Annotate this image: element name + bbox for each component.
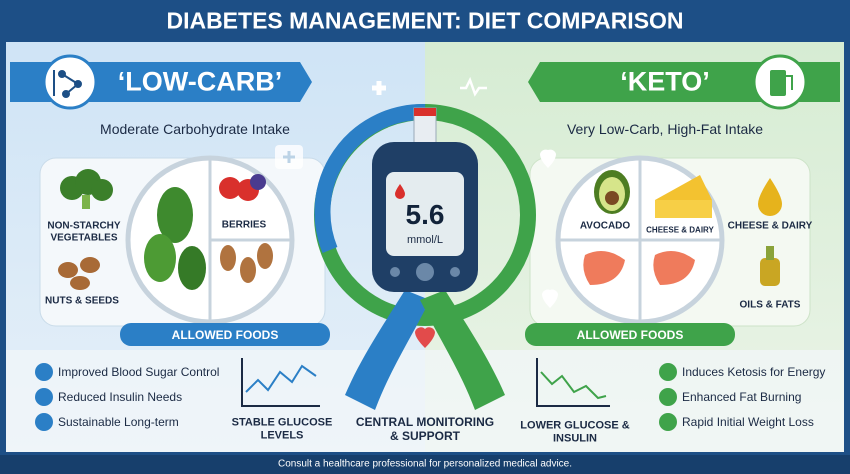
meter-reading: 5.6 <box>405 199 445 230</box>
decoration <box>144 234 176 282</box>
decoration <box>583 251 625 285</box>
chart-label: LOWER GLUCOSE & INSULIN <box>520 419 630 444</box>
decoration <box>178 246 206 290</box>
decoration <box>420 290 505 410</box>
right-subtitle: Very Low-Carb, High-Fat Intake <box>566 121 764 137</box>
decoration <box>58 262 78 278</box>
benefit: Sustainable Long-term <box>58 415 179 429</box>
decoration <box>659 388 677 406</box>
right-banner-text: ‘KETO’ <box>620 66 710 97</box>
benefit: Rapid Initial Weight Loss <box>682 415 814 429</box>
right-mini-chart <box>536 358 610 407</box>
decoration <box>655 200 712 218</box>
almonds <box>220 243 273 283</box>
food-label: NUTS & SEEDS <box>45 295 119 307</box>
title: DIABETES MANAGEMENT: DIET COMPARISON <box>166 7 684 34</box>
decoration <box>605 191 619 205</box>
benefit: Reduced Insulin Needs <box>58 390 183 404</box>
decoration <box>283 151 295 163</box>
oil-drop <box>758 178 782 216</box>
right-benefit-icons <box>659 363 677 431</box>
nuts <box>58 257 100 290</box>
food-label: NON-STARCHY VEGETABLES <box>47 220 121 244</box>
decoration <box>241 358 320 407</box>
salmon <box>583 251 695 285</box>
left-subtitle: Moderate Carbohydrate Intake <box>100 121 290 137</box>
left-benefit-icons <box>35 363 53 431</box>
left-allowed-pill <box>120 323 330 346</box>
allowed-label: ALLOWED FOODS <box>171 328 279 342</box>
pulse-icon <box>460 76 487 97</box>
heart-icon <box>542 289 558 308</box>
cheese <box>655 175 712 200</box>
plus-icon <box>372 81 386 95</box>
food-label: CHEESE & DAIRY <box>646 225 714 235</box>
molecule-icon <box>53 70 82 98</box>
spinach <box>144 187 206 290</box>
decoration <box>91 179 113 201</box>
footer-bar <box>0 455 850 474</box>
allowed-label: ALLOWED FOODS <box>576 328 684 342</box>
meter-screen <box>386 172 464 256</box>
decoration <box>208 160 290 320</box>
decoration <box>58 70 66 78</box>
decoration <box>220 245 236 271</box>
decoration <box>245 364 317 393</box>
meter-button <box>416 263 434 281</box>
ribbon <box>345 290 430 410</box>
decoration <box>390 267 400 277</box>
decoration <box>80 257 100 273</box>
decoration <box>257 243 273 269</box>
center-label: CENTRAL MONITORING & SUPPORT <box>355 415 495 443</box>
decoration <box>659 413 677 431</box>
avocado <box>594 170 630 214</box>
decoration <box>35 413 53 431</box>
decoration <box>82 195 90 209</box>
broccoli <box>60 169 113 209</box>
benefit: Improved Blood Sugar Control <box>58 365 220 379</box>
right-allowed-pill <box>525 323 735 346</box>
benefit: Enhanced Fat Burning <box>682 390 802 404</box>
left-mini-chart <box>241 358 320 407</box>
decoration <box>414 108 436 116</box>
food-label: OILS & FATS <box>739 299 801 311</box>
decoration <box>70 276 90 290</box>
decoration <box>560 160 720 320</box>
ribbon-heart <box>415 327 435 348</box>
fuel-icon <box>770 70 786 96</box>
benefit: Induces Ketosis for Energy <box>682 365 826 379</box>
meter-unit: mmol/L <box>406 234 444 246</box>
decoration <box>240 257 256 283</box>
heart-icon <box>540 149 556 168</box>
left-icon <box>42 54 98 110</box>
decoration <box>74 80 82 88</box>
decoration <box>219 177 241 199</box>
decoration <box>786 75 793 90</box>
chart-label: STABLE GLUCOSE LEVELS <box>231 416 333 441</box>
decoration <box>250 174 266 190</box>
decoration <box>766 246 774 260</box>
decoration <box>62 90 70 98</box>
decoration <box>760 258 780 286</box>
left-banner-text: ‘LOW-CARB’ <box>117 66 283 97</box>
oil-bottle <box>760 246 780 286</box>
drop-icon <box>395 184 405 199</box>
food-label: AVOCADO <box>579 220 631 232</box>
decoration <box>35 363 53 381</box>
decoration <box>653 251 695 285</box>
decoration <box>536 358 610 407</box>
food-label: BERRIES <box>221 219 267 231</box>
decoration <box>35 388 53 406</box>
food-label: CHEESE & DAIRY <box>727 220 813 232</box>
strawberries <box>219 174 266 201</box>
blue-ring <box>314 103 426 254</box>
decoration <box>450 267 460 277</box>
decoration <box>157 187 193 243</box>
footer-note: Consult a healthcare professional for pe… <box>277 458 573 470</box>
bottom-band <box>6 350 844 452</box>
decoration <box>659 363 677 381</box>
decoration <box>540 371 607 400</box>
